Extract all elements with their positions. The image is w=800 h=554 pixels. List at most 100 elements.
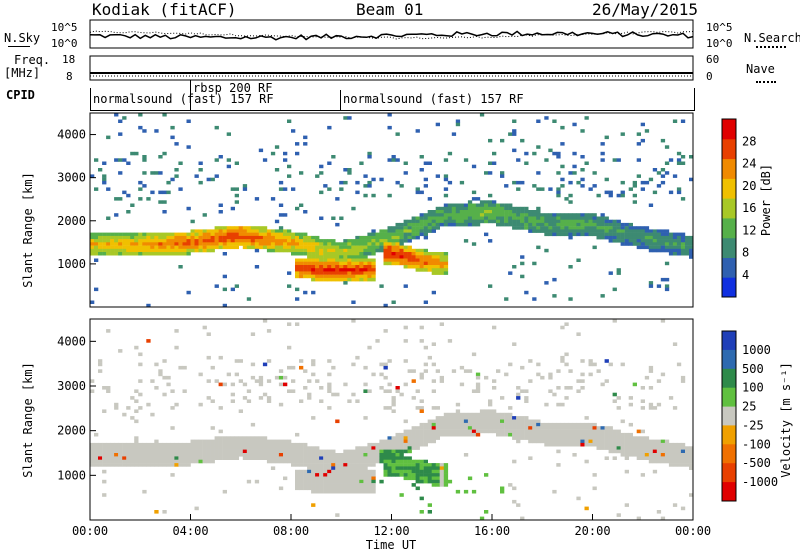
heatmap-cell <box>395 463 400 467</box>
heatmap-cell <box>604 190 609 195</box>
heatmap-cell <box>98 453 103 457</box>
heatmap-cell <box>359 483 364 487</box>
heatmap-cell <box>439 375 444 380</box>
heatmap-cell <box>335 463 340 467</box>
heatmap-cell <box>303 245 308 250</box>
heatmap-cell <box>202 449 207 454</box>
heatmap-cell <box>359 255 364 259</box>
heatmap-cell <box>636 436 641 440</box>
heatmap-cell <box>419 432 424 437</box>
heatmap-cell <box>170 463 175 467</box>
heatmap-cell <box>311 271 316 275</box>
heatmap-cell <box>270 235 276 240</box>
heatmap-cell <box>371 235 376 240</box>
heatmap-cell <box>556 155 561 159</box>
heatmap-cell <box>102 239 107 243</box>
heatmap-cell <box>403 466 408 470</box>
heatmap-cell <box>604 222 609 227</box>
heatmap-cell <box>367 473 372 477</box>
heatmap-cell <box>689 255 694 259</box>
heatmap-cell <box>311 476 316 481</box>
heatmap-cell <box>560 402 565 407</box>
heatmap-cell <box>170 125 175 130</box>
heatmap-cell <box>218 203 223 207</box>
heatmap-cell <box>142 129 147 133</box>
heatmap-cell <box>475 382 481 387</box>
heatmap-cell <box>98 242 103 246</box>
heatmap-cell <box>331 466 336 470</box>
heatmap-cell <box>508 210 513 214</box>
heatmap-cell <box>672 463 678 467</box>
colorbar-segment <box>722 482 736 502</box>
heatmap-cell <box>331 456 336 460</box>
heatmap-cell <box>343 473 348 477</box>
heatmap-cell <box>616 406 621 410</box>
heatmap-cell <box>443 419 449 424</box>
heatmap-cell <box>270 466 276 470</box>
heatmap-cell <box>548 442 553 447</box>
heatmap-cell <box>512 426 517 430</box>
heatmap-cell <box>512 486 517 491</box>
heatmap-cell <box>118 232 123 237</box>
heatmap-cell <box>383 258 388 262</box>
heatmap-cell <box>532 184 537 188</box>
heatmap-cell <box>548 229 553 233</box>
heatmap-cell <box>536 210 541 214</box>
heatmap-cell <box>230 229 235 233</box>
heatmap-cell <box>90 459 95 464</box>
heatmap-cell <box>443 258 449 262</box>
heatmap-cell <box>102 248 107 253</box>
heatmap-cell <box>347 473 352 477</box>
heatmap-cell <box>158 242 163 246</box>
heatmap-cell <box>359 271 364 275</box>
heatmap-cell <box>311 248 316 253</box>
heatmap-cell <box>604 219 609 224</box>
heatmap-cell <box>118 442 123 447</box>
heatmap-cell <box>399 442 404 447</box>
heatmap-cell <box>548 232 553 237</box>
heatmap-cell <box>479 426 485 430</box>
heatmap-cell <box>347 248 352 253</box>
heatmap-cell <box>604 135 609 140</box>
heatmap-cell <box>303 232 308 237</box>
heatmap-cell <box>343 268 348 272</box>
heatmap-cell <box>488 422 493 427</box>
heatmap-cell <box>564 197 569 201</box>
heatmap-cell <box>660 242 666 246</box>
heatmap-cell <box>407 449 412 454</box>
heatmap-cell <box>134 245 139 250</box>
heatmap-cell <box>266 245 272 250</box>
heatmap-cell <box>592 171 597 175</box>
heatmap-cell <box>488 239 493 243</box>
heatmap-cell <box>258 442 264 447</box>
heatmap-cell <box>126 453 131 457</box>
heatmap-cell <box>102 446 107 450</box>
heatmap-cell <box>656 232 662 237</box>
heatmap-cell <box>234 456 239 460</box>
heatmap-cell <box>435 429 440 434</box>
heatmap-cell <box>323 466 328 470</box>
heatmap-cell <box>455 426 461 430</box>
heatmap-cell <box>600 229 605 233</box>
heatmap-cell <box>274 229 280 233</box>
heatmap-cell <box>94 258 99 262</box>
heatmap-cell <box>118 456 123 460</box>
heatmap-cell <box>427 503 432 507</box>
heatmap-cell <box>500 426 505 430</box>
heatmap-cell <box>552 213 557 217</box>
heatmap-cell <box>355 271 360 275</box>
heatmap-cell <box>568 171 573 175</box>
heatmap-cell <box>407 252 412 256</box>
heatmap-cell <box>331 459 336 464</box>
heatmap-cell <box>359 258 364 262</box>
heatmap-cell <box>680 119 686 123</box>
heatmap-cell <box>387 473 392 477</box>
heatmap-cell <box>528 359 533 363</box>
heatmap-cell <box>270 453 276 457</box>
heatmap-cell <box>138 463 143 467</box>
heatmap-cell <box>689 446 694 450</box>
heatmap-cell <box>319 473 324 477</box>
heatmap-cell <box>246 442 252 447</box>
heatmap-cell <box>363 473 368 477</box>
heatmap-cell <box>118 446 123 450</box>
